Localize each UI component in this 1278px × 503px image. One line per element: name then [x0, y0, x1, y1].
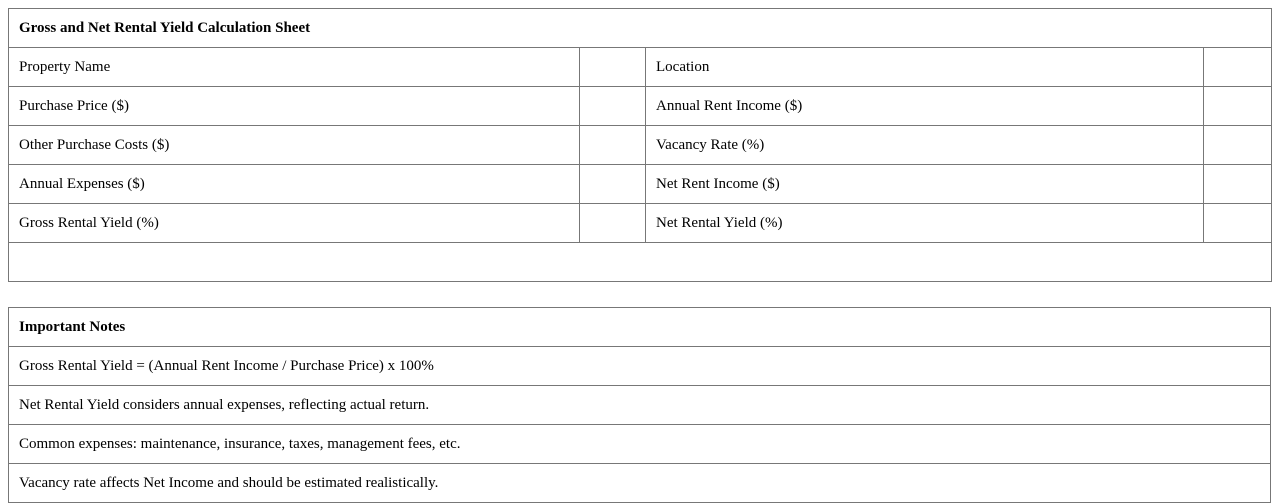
- net-rent-income-input[interactable]: [1203, 164, 1272, 204]
- purchase-price-label: Purchase Price ($): [8, 86, 580, 126]
- location-label: Location: [645, 47, 1204, 87]
- annual-rent-income-label: Annual Rent Income ($): [645, 86, 1204, 126]
- purchase-price-input[interactable]: [579, 86, 646, 126]
- vacancy-rate-input[interactable]: [1203, 125, 1272, 165]
- table-row: Purchase Price ($) Annual Rent Income ($…: [8, 86, 1272, 126]
- table-row: Property Name Location: [8, 47, 1272, 87]
- empty-row: [8, 242, 1272, 282]
- note-item: Common expenses: maintenance, insurance,…: [8, 424, 1271, 464]
- annual-rent-income-input[interactable]: [1203, 86, 1272, 126]
- other-purchase-costs-input[interactable]: [579, 125, 646, 165]
- net-rent-income-label: Net Rent Income ($): [645, 164, 1204, 204]
- notes-title: Important Notes: [8, 307, 1271, 347]
- other-purchase-costs-label: Other Purchase Costs ($): [8, 125, 580, 165]
- annual-expenses-label: Annual Expenses ($): [8, 164, 580, 204]
- net-rental-yield-label: Net Rental Yield (%): [645, 203, 1204, 243]
- property-name-input[interactable]: [579, 47, 646, 87]
- gross-rental-yield-input[interactable]: [579, 203, 646, 243]
- note-item: Gross Rental Yield = (Annual Rent Income…: [8, 346, 1271, 386]
- annual-expenses-input[interactable]: [579, 164, 646, 204]
- location-input[interactable]: [1203, 47, 1272, 87]
- net-rental-yield-input[interactable]: [1203, 203, 1272, 243]
- property-name-label: Property Name: [8, 47, 580, 87]
- table-row: Gross Rental Yield (%) Net Rental Yield …: [8, 203, 1272, 243]
- table-row: Other Purchase Costs ($) Vacancy Rate (%…: [8, 125, 1272, 165]
- gross-rental-yield-label: Gross Rental Yield (%): [8, 203, 580, 243]
- table-row: Annual Expenses ($) Net Rent Income ($): [8, 164, 1272, 204]
- note-item: Vacancy rate affects Net Income and shou…: [8, 463, 1271, 503]
- notes-table: Important Notes Gross Rental Yield = (An…: [8, 307, 1271, 503]
- note-item: Net Rental Yield considers annual expens…: [8, 385, 1271, 425]
- vacancy-rate-label: Vacancy Rate (%): [645, 125, 1204, 165]
- yield-calculation-table: Gross and Net Rental Yield Calculation S…: [8, 8, 1272, 282]
- sheet-title: Gross and Net Rental Yield Calculation S…: [8, 8, 1272, 48]
